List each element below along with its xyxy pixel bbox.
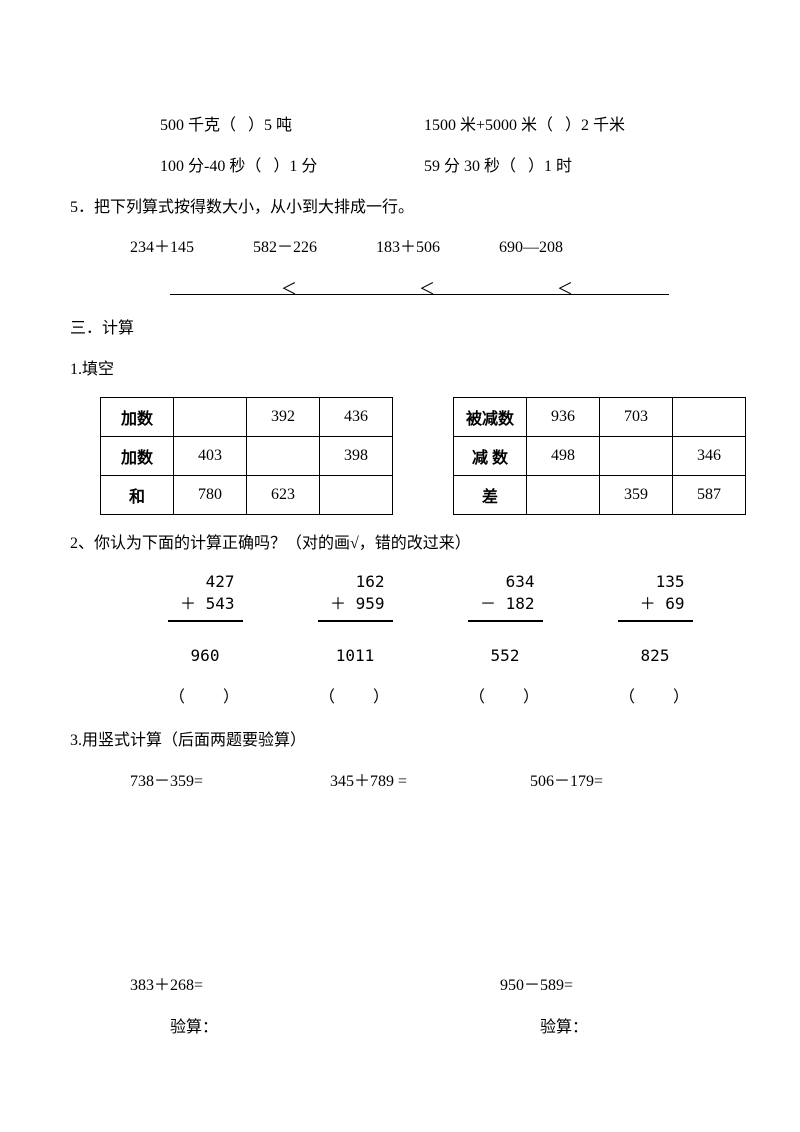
lt-symbol: ＜	[280, 275, 298, 295]
compare-row-1: 500 千克（ ）5 吨 1500 米+5000 米（ ）2 千米	[70, 112, 730, 141]
q2c1-a: 427	[168, 571, 243, 593]
cmp-r2c2b: ）1 时	[528, 158, 572, 175]
q2c1-b: ＋ 543	[168, 593, 243, 615]
q3-e1: 738－359=	[130, 767, 330, 791]
tbl-a-blank[interactable]	[247, 436, 320, 475]
q2c2-paren[interactable]: （ ）	[280, 683, 430, 707]
q2c4-a: 135	[618, 571, 693, 593]
q3-row-1: 738－359= 345＋789 = 506－179=	[70, 767, 730, 791]
tbl-a-r2h: 加数	[101, 436, 174, 475]
calc-line	[468, 620, 543, 622]
q2c3-paren[interactable]: （ ）	[430, 683, 580, 707]
tbl-b-blank[interactable]	[600, 436, 673, 475]
calc-line	[618, 620, 693, 622]
tbl-a-r1c3: 436	[320, 397, 393, 436]
tbl-a-r3c1: 780	[174, 475, 247, 514]
blank[interactable]	[298, 275, 418, 295]
tbl-b-r3h: 差	[454, 475, 527, 514]
q3-e5: 950－589=	[500, 971, 573, 995]
section-3-title: 三．计算	[70, 315, 730, 344]
q5-e1: 234＋145	[130, 234, 194, 263]
calc-line	[168, 620, 243, 622]
q3-e4: 383＋268=	[130, 971, 500, 995]
tbl-b-r2c1: 498	[527, 436, 600, 475]
q5-title: 5．把下列算式按得数大小，从小到大排成一行。	[70, 194, 730, 223]
blank[interactable]	[436, 275, 556, 295]
blank[interactable]	[574, 275, 669, 295]
q3-title: 3.用竖式计算（后面两题要验算）	[70, 727, 730, 756]
q5-e3: 183＋506	[376, 234, 440, 263]
tbl-a-r2c1: 403	[174, 436, 247, 475]
q2-calculations: 427 ＋ 543 960 （ ） 162 ＋ 959 1011 （ ） 634…	[70, 571, 730, 707]
q3-check-2: 验算：	[540, 1013, 588, 1037]
q2c1-paren[interactable]: （ ）	[130, 683, 280, 707]
lt-symbol: ＜	[556, 275, 574, 295]
tbl-b-r3c3: 587	[673, 475, 746, 514]
tbl-b-r2c3: 346	[673, 436, 746, 475]
q3-e3: 506－179=	[530, 767, 730, 791]
subtraction-table: 被减数 936 703 减 数 498 346 差 359 587	[453, 397, 746, 515]
lt-symbol: ＜	[418, 275, 436, 295]
q2c4-paren[interactable]: （ ）	[580, 683, 730, 707]
q2-title: 2、你认为下面的计算正确吗？（对的画√，错的改过来）	[70, 530, 730, 559]
tbl-b-r1c2: 703	[600, 397, 673, 436]
calc-line	[318, 620, 393, 622]
tbl-b-r1c1: 936	[527, 397, 600, 436]
q2c4-b: ＋ 69	[618, 593, 693, 615]
q2-col-4: 135 ＋ 69 825 （ ）	[580, 571, 730, 707]
tbl-a-blank[interactable]	[320, 475, 393, 514]
cmp-r1c2a: 1500 米+5000 米（	[424, 117, 553, 134]
q2c3-r: 552	[430, 646, 580, 665]
cmp-r1c1b: ）5 吨	[248, 117, 292, 134]
q5-expressions: 234＋145 582－226 183＋506 690—208	[70, 234, 730, 263]
q2c1-r: 960	[130, 646, 280, 665]
tbl-b-r1h: 被减数	[454, 397, 527, 436]
cmp-r1c2b: ）2 千米	[565, 117, 625, 134]
q5-ranking-line: ＜ ＜ ＜	[70, 275, 730, 295]
cmp-r2c1a: 100 分-40 秒（	[160, 158, 261, 175]
tbl-a-r1h: 加数	[101, 397, 174, 436]
cmp-r2c1b: ）1 分	[273, 158, 317, 175]
tbl-a-r2c3: 398	[320, 436, 393, 475]
q2-col-2: 162 ＋ 959 1011 （ ）	[280, 571, 430, 707]
cmp-r1c1a: 500 千克（	[160, 117, 236, 134]
tbl-a-blank[interactable]	[174, 397, 247, 436]
q3-check-1: 验算：	[170, 1013, 540, 1037]
q3-e2: 345＋789 =	[330, 767, 530, 791]
q2c2-b: ＋ 959	[318, 593, 393, 615]
q3-row-2: 383＋268= 950－589=	[70, 971, 730, 995]
blank[interactable]	[170, 275, 280, 295]
cmp-r2c2a: 59 分 30 秒（	[424, 158, 516, 175]
q5-e4: 690—208	[499, 234, 563, 263]
q2c3-a: 634	[468, 571, 543, 593]
tbl-a-r3c2: 623	[247, 475, 320, 514]
q2c2-a: 162	[318, 571, 393, 593]
q1-title: 1.填空	[70, 356, 730, 385]
tbl-b-r2h: 减 数	[454, 436, 527, 475]
tbl-a-r1c2: 392	[247, 397, 320, 436]
tbl-a-r3h: 和	[101, 475, 174, 514]
addition-table: 加数 392 436 加数 403 398 和 780 623	[100, 397, 393, 515]
q1-tables: 加数 392 436 加数 403 398 和 780 623 被减数 936	[70, 397, 730, 515]
q3-check-row: 验算： 验算：	[70, 1013, 730, 1037]
q2c2-r: 1011	[280, 646, 430, 665]
q2c3-b: － 182	[468, 593, 543, 615]
tbl-b-blank[interactable]	[673, 397, 746, 436]
tbl-b-blank[interactable]	[527, 475, 600, 514]
q2-col-3: 634 － 182 552 （ ）	[430, 571, 580, 707]
compare-row-2: 100 分-40 秒（ ）1 分 59 分 30 秒（ ）1 时	[70, 153, 730, 182]
q2c4-r: 825	[580, 646, 730, 665]
q5-e2: 582－226	[253, 234, 317, 263]
q2-col-1: 427 ＋ 543 960 （ ）	[130, 571, 280, 707]
tbl-b-r3c2: 359	[600, 475, 673, 514]
